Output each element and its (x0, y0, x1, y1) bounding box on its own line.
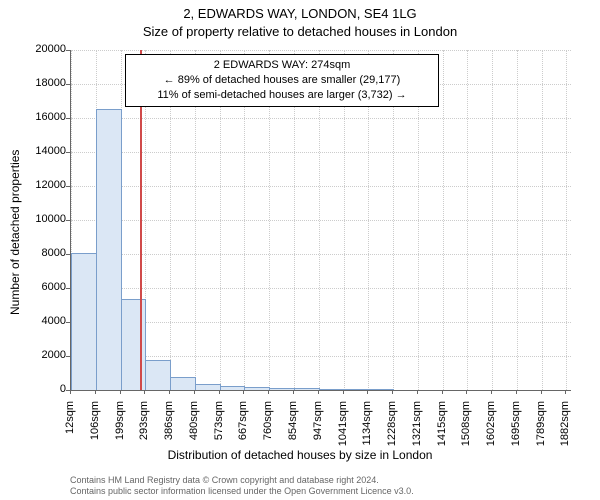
histogram-bar (294, 388, 320, 390)
y-tick-mark (66, 322, 70, 323)
x-tick-mark (95, 390, 96, 394)
histogram-bar (368, 389, 394, 390)
x-tick-mark (491, 390, 492, 394)
x-tick-mark (70, 390, 71, 394)
histogram-bar (71, 253, 97, 390)
x-tick-mark (343, 390, 344, 394)
y-tick-mark (66, 152, 70, 153)
y-tick-mark (66, 356, 70, 357)
histogram-bar (344, 389, 370, 390)
y-tick-label: 16000 (16, 111, 66, 123)
y-tick-mark (66, 50, 70, 51)
y-tick-mark (66, 186, 70, 187)
y-tick-mark (66, 118, 70, 119)
x-tick-mark (318, 390, 319, 394)
y-tick-label: 18000 (16, 77, 66, 89)
y-tick-label: 12000 (16, 179, 66, 191)
annotation-line-2: ← 89% of detached houses are smaller (29… (132, 73, 432, 88)
x-tick-mark (120, 390, 121, 394)
chart-subtitle: Size of property relative to detached ho… (0, 24, 600, 39)
y-tick-mark (66, 288, 70, 289)
y-tick-label: 4000 (16, 315, 66, 327)
x-tick-mark (516, 390, 517, 394)
x-tick-mark (219, 390, 220, 394)
x-tick-mark (392, 390, 393, 394)
annotation-line-3: 11% of semi-detached houses are larger (… (132, 88, 432, 103)
gridline-vertical (566, 50, 567, 390)
histogram-bar (96, 109, 122, 391)
chart-title: 2, EDWARDS WAY, LONDON, SE4 1LG (0, 6, 600, 21)
y-tick-label: 0 (16, 383, 66, 395)
gridline-vertical (517, 50, 518, 390)
x-tick-mark (541, 390, 542, 394)
x-tick-mark (293, 390, 294, 394)
x-tick-mark (243, 390, 244, 394)
chart-container: 2, EDWARDS WAY, LONDON, SE4 1LG Size of … (0, 0, 600, 500)
annotation-box: 2 EDWARDS WAY: 274sqm ← 89% of detached … (125, 54, 439, 107)
y-tick-label: 10000 (16, 213, 66, 225)
gridline-vertical (492, 50, 493, 390)
x-tick-mark (442, 390, 443, 394)
histogram-bar (195, 384, 221, 390)
annotation-line-1: 2 EDWARDS WAY: 274sqm (132, 58, 432, 73)
histogram-bar (269, 388, 295, 390)
gridline-vertical (542, 50, 543, 390)
y-tick-label: 20000 (16, 43, 66, 55)
histogram-bar (121, 299, 147, 390)
x-tick-mark (565, 390, 566, 394)
y-tick-label: 2000 (16, 349, 66, 361)
gridline-vertical (443, 50, 444, 390)
x-tick-mark (466, 390, 467, 394)
y-tick-label: 14000 (16, 145, 66, 157)
histogram-bar (170, 377, 196, 390)
x-tick-mark (194, 390, 195, 394)
histogram-bar (220, 386, 246, 390)
x-tick-mark (169, 390, 170, 394)
y-tick-label: 8000 (16, 247, 66, 259)
histogram-bar (145, 360, 171, 390)
y-tick-mark (66, 254, 70, 255)
histogram-bar (319, 389, 345, 390)
x-tick-mark (367, 390, 368, 394)
histogram-bar (244, 387, 270, 390)
footer-line-2: Contains public sector information licen… (70, 486, 590, 497)
footer-line-1: Contains HM Land Registry data © Crown c… (70, 475, 590, 486)
y-tick-mark (66, 220, 70, 221)
x-tick-mark (144, 390, 145, 394)
gridline-vertical (467, 50, 468, 390)
x-tick-mark (268, 390, 269, 394)
y-tick-mark (66, 84, 70, 85)
chart-footer: Contains HM Land Registry data © Crown c… (70, 475, 590, 498)
y-tick-label: 6000 (16, 281, 66, 293)
x-tick-mark (417, 390, 418, 394)
x-axis-title: Distribution of detached houses by size … (0, 448, 600, 462)
